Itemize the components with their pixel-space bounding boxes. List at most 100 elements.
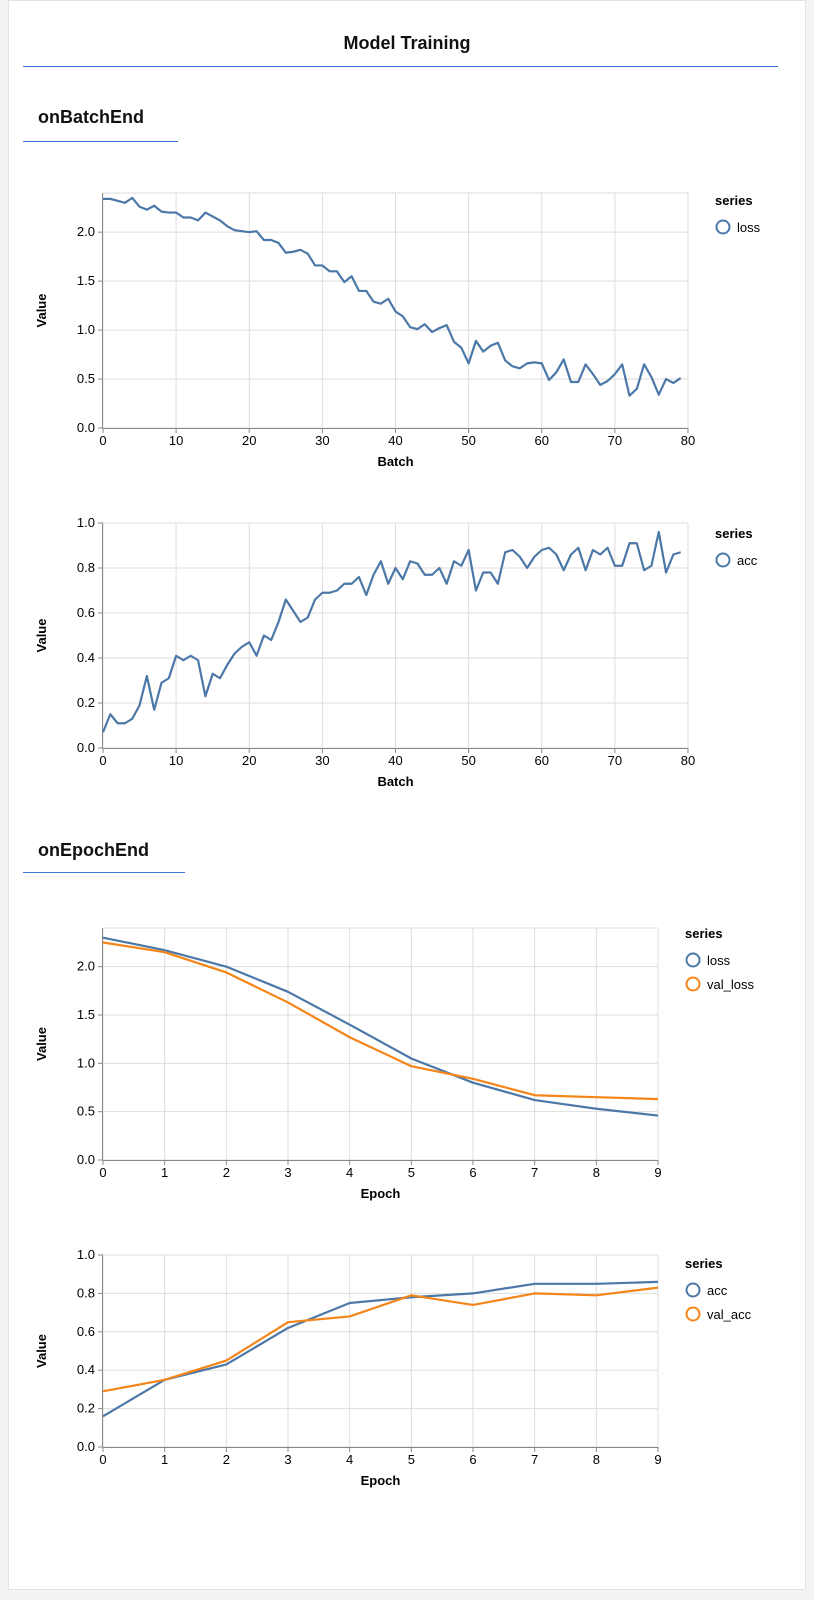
x-tick-label: 9 bbox=[654, 1452, 661, 1467]
chart-4: 0 1 2 3 4 5 6 7 8 9 0.0 0.2 0.4 0.6 0.8 1.0 Epoch Value se… bbox=[34, 1247, 752, 1488]
x-tick-label: 0 bbox=[99, 753, 106, 768]
legend-symbol-val_loss bbox=[685, 976, 701, 992]
y-tick-label: 0.4 bbox=[77, 650, 95, 665]
visor-panel bbox=[8, 0, 806, 1590]
chart-3: 0 1 2 3 4 5 6 7 8 9 0.0 0.5 1.0 1.5 2.0 Epoch Value serie… bbox=[34, 926, 754, 1201]
y-axis-title: Value bbox=[34, 619, 49, 653]
title-divider bbox=[23, 66, 778, 67]
x-tick-label: 80 bbox=[681, 433, 695, 448]
legend-symbol-loss bbox=[715, 219, 731, 235]
x-tick-label: 1 bbox=[161, 1452, 168, 1467]
legend-symbol-loss bbox=[685, 952, 701, 968]
y-tick-label: 1.0 bbox=[77, 1055, 95, 1070]
x-tick-label: 80 bbox=[681, 753, 695, 768]
x-tick-label: 6 bbox=[469, 1165, 476, 1180]
x-tick-label: 7 bbox=[531, 1165, 538, 1180]
x-tick-label: 30 bbox=[315, 433, 329, 448]
x-tick-label: 10 bbox=[169, 433, 183, 448]
x-tick-label: 20 bbox=[242, 433, 256, 448]
legend-label-loss: loss bbox=[737, 220, 761, 235]
y-tick-label: 0.0 bbox=[77, 1152, 95, 1167]
x-tick-label: 20 bbox=[242, 753, 256, 768]
y-tick-label: 0.4 bbox=[77, 1362, 95, 1377]
y-tick-label: 1.5 bbox=[77, 1007, 95, 1022]
legend-label-val_loss: val_loss bbox=[707, 977, 754, 992]
x-tick-label: 9 bbox=[654, 1165, 661, 1180]
legend-label-loss: loss bbox=[707, 953, 731, 968]
x-tick-label: 0 bbox=[99, 1452, 106, 1467]
y-tick-label: 0.8 bbox=[77, 560, 95, 575]
x-tick-label: 8 bbox=[593, 1165, 600, 1180]
x-tick-label: 0 bbox=[99, 433, 106, 448]
y-tick-label: 0.6 bbox=[77, 605, 95, 620]
legend-symbol-val_acc bbox=[685, 1306, 701, 1322]
y-tick-label: 0.5 bbox=[77, 371, 95, 386]
y-tick-label: 1.0 bbox=[77, 322, 95, 337]
x-tick-label: 1 bbox=[161, 1165, 168, 1180]
x-tick-label: 5 bbox=[408, 1165, 415, 1180]
y-axis-title: Value bbox=[34, 294, 49, 328]
x-tick-label: 30 bbox=[315, 753, 329, 768]
legend-label-acc: acc bbox=[707, 1283, 728, 1298]
x-axis-title: Batch bbox=[377, 454, 413, 469]
x-tick-label: 5 bbox=[408, 1452, 415, 1467]
legend-symbol-acc bbox=[685, 1282, 701, 1298]
y-tick-label: 1.0 bbox=[77, 515, 95, 530]
x-tick-label: 2 bbox=[223, 1452, 230, 1467]
series-line-loss bbox=[102, 936, 659, 1117]
x-tick-label: 50 bbox=[461, 753, 475, 768]
x-tick-label: 3 bbox=[284, 1452, 291, 1467]
section-heading-epoch: onEpochEnd bbox=[38, 840, 149, 860]
x-tick-label: 10 bbox=[169, 753, 183, 768]
x-tick-label: 4 bbox=[346, 1452, 353, 1467]
x-tick-label: 8 bbox=[593, 1452, 600, 1467]
section-underline-batch bbox=[23, 141, 178, 142]
y-tick-label: 1.0 bbox=[77, 1247, 95, 1262]
x-tick-label: 40 bbox=[388, 753, 402, 768]
x-tick-label: 0 bbox=[99, 1165, 106, 1180]
y-axis-title: Value bbox=[34, 1334, 49, 1368]
y-tick-label: 2.0 bbox=[77, 959, 95, 974]
y-tick-label: 0.2 bbox=[77, 695, 95, 710]
series-line-val_acc bbox=[102, 1286, 659, 1393]
section-underline-epoch bbox=[23, 872, 185, 873]
y-tick-label: 0.8 bbox=[77, 1285, 95, 1300]
series-line-acc bbox=[101, 530, 682, 733]
section-heading-batch: onBatchEnd bbox=[38, 107, 144, 127]
legend-title: series bbox=[685, 926, 723, 941]
y-tick-label: 0.0 bbox=[77, 1439, 95, 1454]
y-tick-label: 0.0 bbox=[77, 420, 95, 435]
y-tick-label: 0.0 bbox=[77, 740, 95, 755]
y-tick-label: 1.5 bbox=[77, 273, 95, 288]
y-axis-title: Value bbox=[34, 1027, 49, 1061]
series-line-loss bbox=[103, 196, 682, 397]
legend-label-acc: acc bbox=[737, 553, 758, 568]
y-tick-label: 0.2 bbox=[77, 1401, 95, 1416]
legend-symbol-acc bbox=[715, 552, 731, 568]
x-tick-label: 70 bbox=[608, 433, 622, 448]
y-tick-label: 0.6 bbox=[77, 1324, 95, 1339]
x-axis-title: Epoch bbox=[361, 1473, 401, 1488]
x-tick-label: 3 bbox=[284, 1165, 291, 1180]
x-tick-label: 40 bbox=[388, 433, 402, 448]
x-tick-label: 60 bbox=[535, 433, 549, 448]
legend-label-val_acc: val_acc bbox=[707, 1307, 752, 1322]
x-tick-label: 50 bbox=[461, 433, 475, 448]
y-tick-label: 2.0 bbox=[77, 224, 95, 239]
x-tick-label: 70 bbox=[608, 753, 622, 768]
x-tick-label: 4 bbox=[346, 1165, 353, 1180]
chart-1: 0 10 20 30 40 50 60 70 80 0.0 0.5 1.0 1.5 2.0 Batch Val… bbox=[34, 192, 761, 469]
legend-title: series bbox=[685, 1256, 723, 1271]
x-tick-label: 60 bbox=[535, 753, 549, 768]
legend-title: series bbox=[715, 193, 753, 208]
chart-2: 0 10 20 30 40 50 60 70 80 0.0 0.2 0.4 0.6 0.8 1.0 Batch… bbox=[34, 515, 758, 789]
x-axis-title: Epoch bbox=[361, 1186, 401, 1201]
legend-title: series bbox=[715, 526, 753, 541]
x-tick-label: 2 bbox=[223, 1165, 230, 1180]
x-tick-label: 7 bbox=[531, 1452, 538, 1467]
x-axis-title: Batch bbox=[377, 774, 413, 789]
y-tick-label: 0.5 bbox=[77, 1104, 95, 1119]
x-tick-label: 6 bbox=[469, 1452, 476, 1467]
series-line-acc bbox=[102, 1280, 659, 1418]
